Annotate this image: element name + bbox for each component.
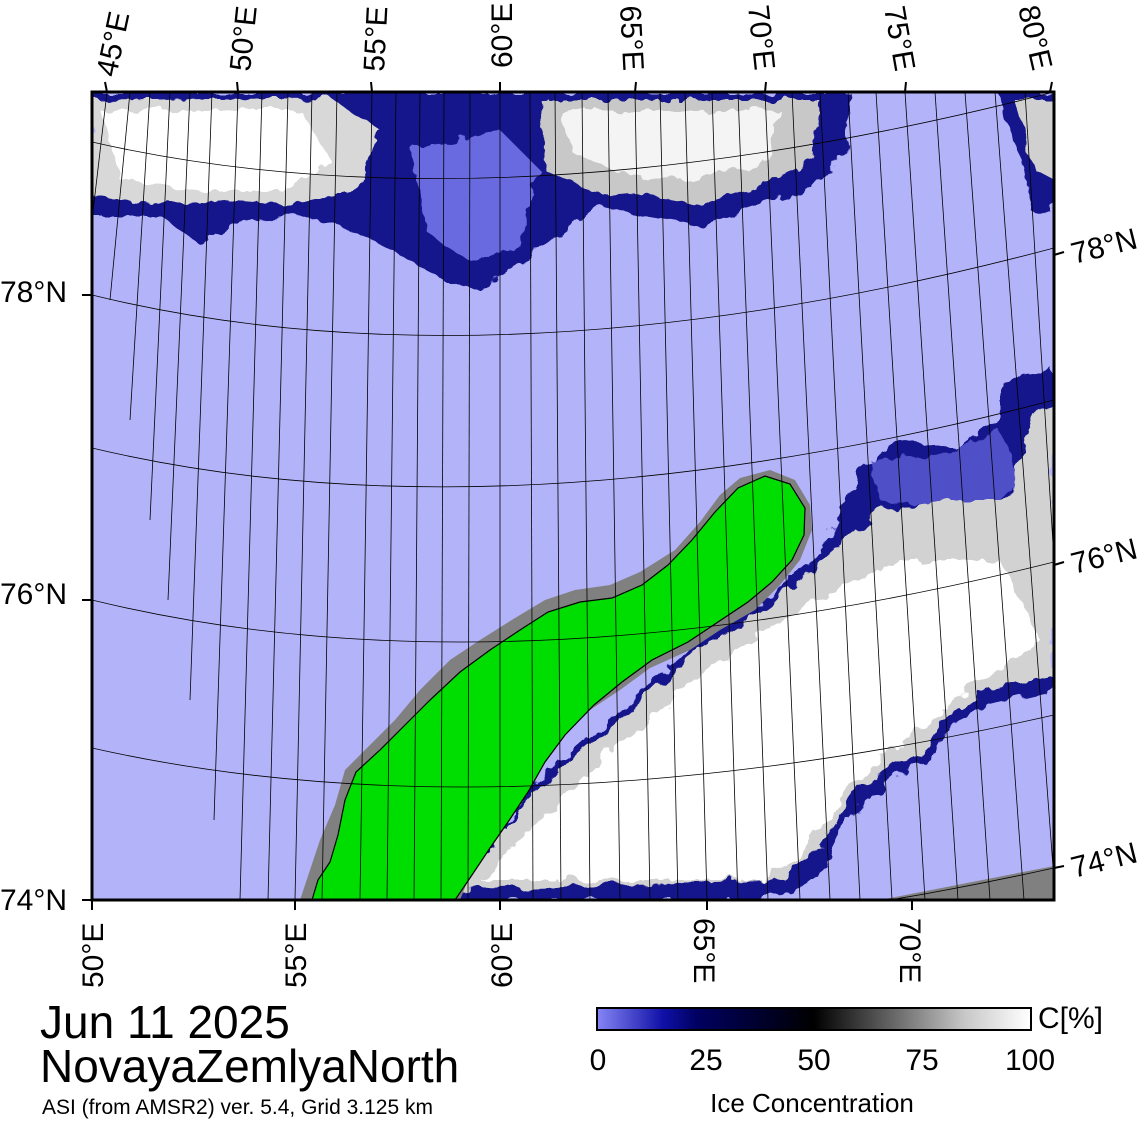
left-lat-label: 76°N	[0, 578, 67, 611]
top-longitude-labels: 45°E 50°E 55°E 60°E 65°E 70°E 75°E 80°E	[91, 2, 1058, 79]
left-lat-label: 74°N	[0, 884, 67, 917]
graticule	[92, 92, 1054, 900]
region-name: NovayaZemlyaNorth	[40, 1040, 460, 1092]
bottom-lon-label: 65°E	[687, 918, 720, 983]
bottom-longitude-labels: 50°E 55°E 60°E 65°E 70°E	[77, 918, 926, 988]
map-frame	[90, 90, 1056, 902]
colorbar-tick: 25	[689, 1044, 723, 1077]
top-lon-label: 45°E	[91, 9, 137, 80]
left-latitude-labels: 78°N 76°N 74°N	[0, 276, 67, 917]
top-lon-label: 70°E	[741, 3, 781, 71]
colorbar-tick: 50	[797, 1044, 831, 1077]
colorbar-tick: 75	[905, 1044, 939, 1077]
colorbar-tick: 0	[589, 1044, 607, 1077]
right-latitude-labels: 78°N 76°N 74°N	[1068, 223, 1141, 885]
right-lat-label: 74°N	[1068, 837, 1141, 885]
top-lon-label: 80°E	[1011, 2, 1058, 73]
left-lat-label: 78°N	[0, 276, 67, 309]
novaya-zemlya-land	[311, 475, 806, 900]
right-lat-label: 78°N	[1068, 223, 1141, 271]
kara-coast-mask	[880, 866, 1054, 900]
top-lon-label: 50°E	[224, 4, 264, 72]
colorbar-unit: C[%]	[1038, 1002, 1104, 1035]
right-lat-label: 76°N	[1068, 533, 1141, 581]
top-lon-label: 55°E	[358, 5, 394, 72]
top-lon-label: 60°E	[486, 3, 519, 68]
colorbar-title: Ice Concentration	[710, 1088, 914, 1118]
northern-ice-pack	[92, 92, 1054, 290]
bottom-lon-label: 55°E	[280, 923, 313, 988]
bottom-lon-label: 70°E	[893, 918, 926, 983]
ice-concentration-colorbar	[596, 1007, 1032, 1031]
top-lon-label: 75°E	[877, 3, 921, 73]
colorbar-tick: 100	[1004, 1044, 1056, 1077]
bottom-lon-label: 60°E	[486, 923, 519, 988]
frame-ticks	[82, 81, 1065, 910]
map-date: Jun 11 2025	[40, 996, 290, 1048]
top-lon-label: 65°E	[613, 5, 649, 72]
sea-ice-map: 45°E 50°E 55°E 60°E 65°E 70°E 75°E 80°E …	[0, 2, 1141, 988]
data-source: ASI (from AMSR2) ver. 5.4, Grid 3.125 km	[42, 1096, 433, 1119]
bottom-lon-label: 50°E	[77, 923, 110, 988]
